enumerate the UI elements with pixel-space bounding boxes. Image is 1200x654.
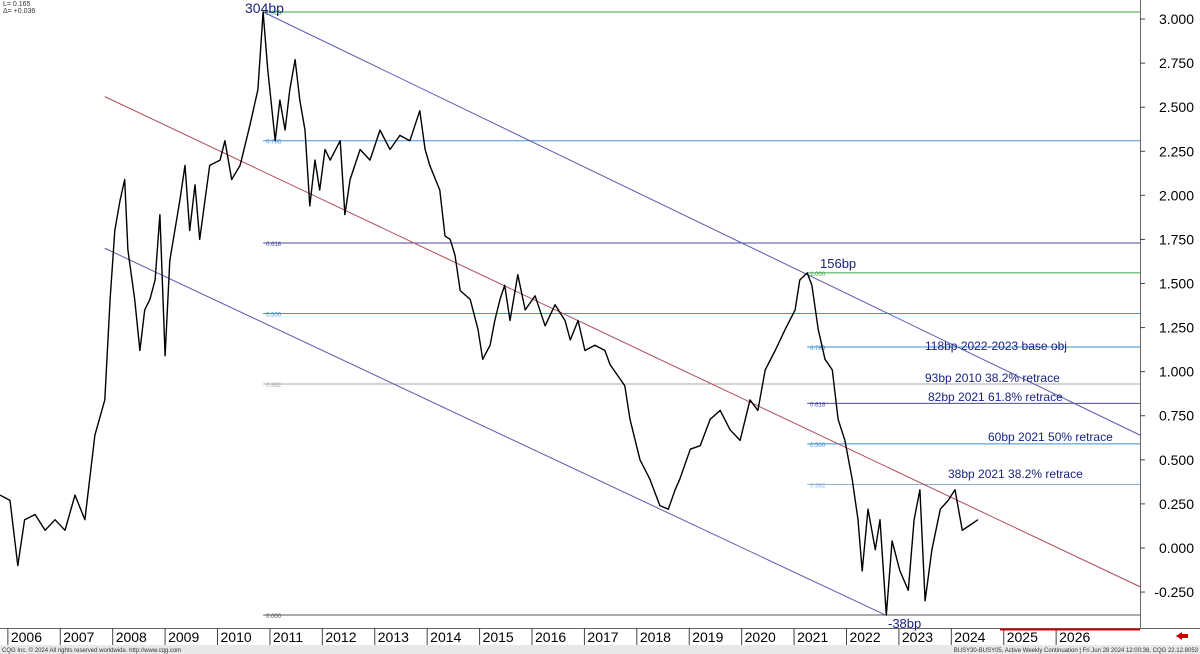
y-tick-label: 2.500: [1159, 99, 1194, 115]
y-tick-label: 1.500: [1159, 275, 1194, 291]
x-tick-label: 2015: [483, 629, 514, 645]
y-tick-label: 0.250: [1159, 496, 1194, 512]
x-tick-label: 2016: [535, 629, 566, 645]
y-tick-label: -0.250: [1154, 584, 1194, 600]
trendline: [104, 247, 886, 616]
annotation: 118bp 2022-2023 base obj: [925, 339, 1067, 353]
y-tick-label: 1.250: [1159, 320, 1194, 336]
trendline: [262, 11, 1141, 436]
annotation: 93bp 2010 38.2% retrace: [925, 371, 1060, 385]
y-tick-label: 1.750: [1159, 231, 1194, 247]
fib-label: 0.500: [266, 312, 282, 318]
x-tick-label: 2011: [273, 629, 303, 645]
fib-label: 0.382: [266, 383, 282, 389]
trendline: [104, 96, 1141, 588]
y-tick-label: 0.750: [1159, 408, 1194, 424]
status-bar: [0, 645, 1200, 654]
annotation: 38bp 2021 38.2% retrace: [948, 467, 1083, 481]
annotation: 304bp: [245, 0, 284, 16]
y-tick-label: 0.000: [1159, 540, 1194, 556]
x-tick-label: 2025: [1007, 629, 1038, 645]
fib-label: 0.382: [810, 483, 826, 489]
fib-label: 0.786: [266, 140, 282, 146]
fib-label: 0.786: [810, 346, 826, 352]
fib-label: 0.618: [810, 402, 826, 408]
scroll-arrow[interactable]: [1176, 632, 1188, 640]
x-tick-label: 2026: [1059, 629, 1090, 645]
fib-label: 1.000: [810, 272, 826, 278]
annotation: 156bp: [820, 256, 856, 271]
x-tick-label: 2019: [692, 629, 723, 645]
x-tick-label: 2022: [849, 629, 880, 645]
fib-label: 1.000: [266, 11, 282, 17]
x-tick-label: 2018: [640, 629, 671, 645]
annotation: -38bp: [888, 616, 921, 631]
x-tick-label: 2008: [116, 629, 147, 645]
y-tick-label: 0.500: [1159, 452, 1194, 468]
footer-left: CQG Inc. © 2024 All rights reserved worl…: [2, 647, 181, 654]
info-last: L= 0.165: [3, 1, 31, 8]
info-delta: Δ= +0.036: [3, 8, 35, 15]
x-tick-label: 2017: [587, 629, 618, 645]
x-tick-label: 2010: [221, 629, 252, 645]
x-tick-label: 2006: [11, 629, 42, 645]
x-tick-label: 2013: [378, 629, 409, 645]
y-tick-label: 2.000: [1159, 187, 1194, 203]
x-tick-label: 2012: [325, 629, 356, 645]
y-tick-label: 2.750: [1159, 55, 1194, 71]
annotation: 60bp 2021 50% retrace: [988, 430, 1113, 444]
fib-label: 0.618: [266, 242, 282, 248]
x-tick-label: 2021: [797, 629, 828, 645]
y-tick-label: 2.250: [1159, 143, 1194, 159]
x-tick-label: 2014: [430, 629, 461, 645]
x-tick-label: 2023: [902, 629, 933, 645]
y-tick-label: 1.000: [1159, 364, 1194, 380]
x-tick-label: 2024: [954, 629, 985, 645]
x-tick-label: 2020: [745, 629, 776, 645]
price-line: [0, 11, 979, 616]
annotation: 82bp 2021 61.8% retrace: [928, 390, 1063, 404]
fib-label: 0.500: [810, 443, 826, 449]
footer-right: BUSY30-BUSY05, Active Weekly Continuatio…: [954, 648, 1199, 654]
fib-label: 0.000: [266, 614, 282, 620]
x-tick-label: 2009: [168, 629, 199, 645]
y-tick-label: 3.000: [1159, 11, 1194, 27]
x-tick-label: 2007: [63, 629, 94, 645]
